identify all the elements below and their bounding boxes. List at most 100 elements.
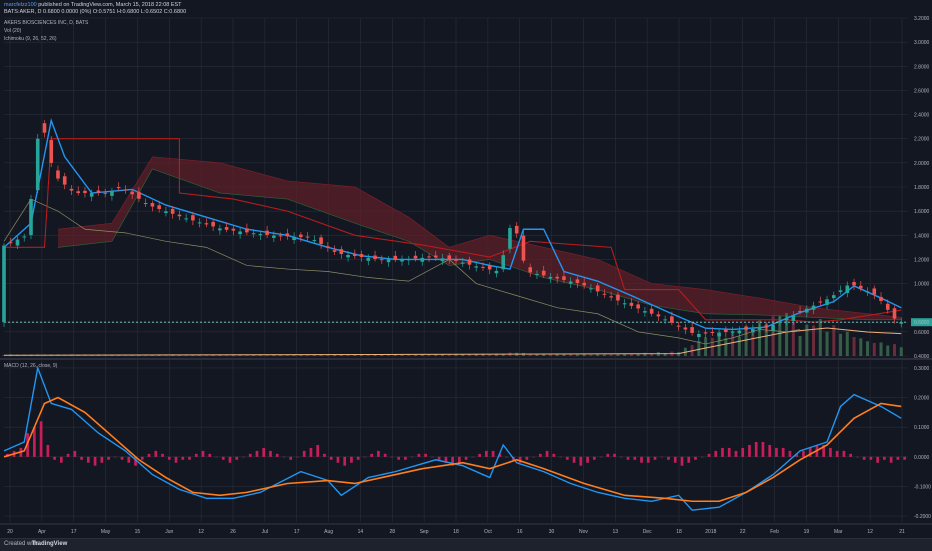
volume-bar xyxy=(704,337,708,356)
volume-bar xyxy=(164,354,168,356)
macd-histogram-bar xyxy=(221,456,225,460)
created-with-text: Created with xyxy=(4,541,38,547)
candle-body xyxy=(366,258,371,261)
candle-body xyxy=(852,282,856,286)
macd-histogram-bar xyxy=(714,450,718,457)
candle-body xyxy=(110,191,114,196)
candle-body xyxy=(697,333,701,338)
candle-body xyxy=(487,265,492,270)
candle-body xyxy=(157,205,161,209)
macd-histogram-bar xyxy=(876,456,879,463)
volume-bar xyxy=(886,345,890,356)
macd-histogram-bar xyxy=(552,453,556,457)
macd-histogram-bar xyxy=(565,456,569,460)
volume-bar xyxy=(785,312,789,356)
candle-body xyxy=(676,325,681,327)
volume-bar xyxy=(839,333,843,356)
macd-histogram-bar xyxy=(147,453,151,457)
macd-histogram-bar xyxy=(93,456,97,466)
price-tick-label: 0.6800 xyxy=(914,320,930,326)
macd-histogram-bar xyxy=(431,456,434,458)
time-tick-label: Dec xyxy=(643,529,652,535)
volume-bar xyxy=(845,331,849,356)
macd-histogram-bar xyxy=(599,456,603,458)
candle-body xyxy=(764,325,769,328)
price-tick-label: 1.6000 xyxy=(914,209,930,215)
candle-body xyxy=(508,228,512,249)
candle-body xyxy=(231,228,236,231)
macd-histogram-bar xyxy=(73,450,77,457)
price-tick-label: 3.0000 xyxy=(914,40,930,46)
author-line[interactable]: marcfelzz100 published on TradingView.co… xyxy=(4,2,182,9)
macd-histogram-bar xyxy=(100,456,104,463)
volume-bar xyxy=(542,353,546,356)
author-name[interactable]: marcfelzz100 xyxy=(4,2,37,8)
candle-body xyxy=(784,318,789,321)
volume-bar xyxy=(225,354,229,356)
candle-body xyxy=(420,257,425,262)
candle-body xyxy=(2,245,6,323)
time-tick-label: Nov xyxy=(579,529,588,535)
macd-tick-label: 0.1000 xyxy=(914,425,930,431)
chart-svg[interactable]: 3.2000 3.0000 2.8000 2.6000 2.4000 2.2000 2.00… xyxy=(0,0,932,538)
time-tick-label: 18 xyxy=(676,529,682,535)
candle-body xyxy=(62,176,67,185)
candle-body xyxy=(730,331,735,333)
candle-body xyxy=(724,329,728,333)
volume-bar xyxy=(778,315,782,356)
time-tick-label: 26 xyxy=(230,529,236,535)
candle-body xyxy=(204,223,209,225)
volume-bar xyxy=(535,353,539,356)
time-tick-label: 22 xyxy=(740,529,746,535)
volume-bar xyxy=(434,354,438,356)
time-tick-label: 21 xyxy=(899,529,905,535)
macd-histogram-bar xyxy=(323,453,326,457)
volume-bar xyxy=(602,354,606,356)
candle-body xyxy=(481,266,485,268)
macd-tick-label: -0.1000 xyxy=(914,484,931,490)
candle-body xyxy=(406,259,411,261)
time-tick-label: 15 xyxy=(135,529,141,535)
macd-histogram-bar xyxy=(356,456,360,460)
volume-bar xyxy=(872,342,876,356)
time-tick-label: 12 xyxy=(867,529,873,535)
candle-body xyxy=(170,208,175,214)
macd-histogram-bar xyxy=(390,456,394,458)
candle-body xyxy=(123,189,128,191)
candle-body xyxy=(535,273,539,275)
volume-bar xyxy=(393,354,397,356)
macd-histogram-bar xyxy=(86,456,90,463)
volume-bar xyxy=(339,354,343,356)
volume-bar xyxy=(272,354,276,356)
volume-bar xyxy=(461,354,465,356)
time-tick-label: 19 xyxy=(804,529,810,535)
macd-histogram-bar xyxy=(856,456,859,458)
time-tick-label: 30 xyxy=(549,529,555,535)
macd-histogram-bar xyxy=(107,456,110,460)
volume-bar xyxy=(407,354,411,356)
price-tick-label: 0.4000 xyxy=(914,354,930,360)
chikou-span-line xyxy=(3,198,801,345)
volume-bar xyxy=(380,354,384,356)
footer-bar: Created with TradingView xyxy=(0,538,932,551)
candle-body xyxy=(514,225,519,234)
candle-body xyxy=(575,279,580,283)
candle-body xyxy=(811,305,816,310)
candle-body xyxy=(454,259,458,261)
candle-body xyxy=(346,255,350,258)
candle-body xyxy=(285,233,290,237)
macd-histogram-bar xyxy=(633,456,637,460)
macd-histogram-bar xyxy=(370,453,374,457)
candle-body xyxy=(143,203,148,205)
candle-body xyxy=(865,291,870,293)
candle-body xyxy=(771,325,775,331)
candle-body xyxy=(164,211,168,213)
macd-histogram-bar xyxy=(417,453,421,457)
candle-body xyxy=(299,234,303,238)
volume-bar xyxy=(312,354,316,356)
tradingview-logo[interactable]: TradingView xyxy=(32,541,68,547)
volume-bar xyxy=(575,354,579,356)
volume-bar xyxy=(899,347,903,356)
candle-body xyxy=(690,327,694,333)
last-price-tag xyxy=(911,318,932,327)
